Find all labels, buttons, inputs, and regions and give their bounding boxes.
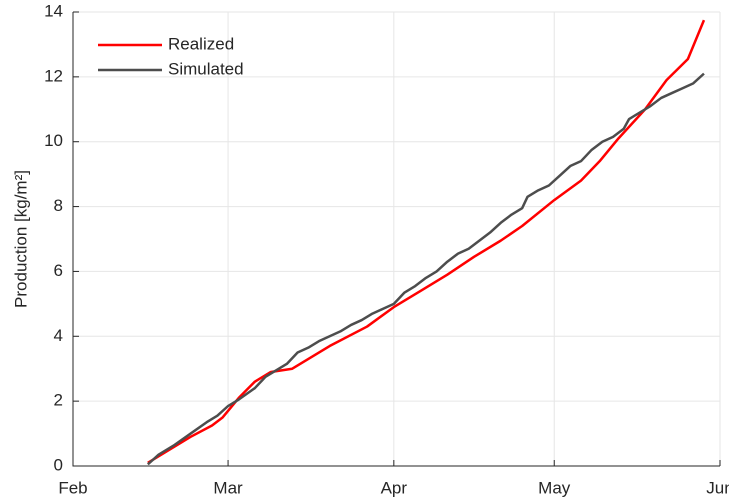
- y-tick-label: 12: [44, 66, 63, 85]
- y-tick-label: 10: [44, 131, 63, 150]
- x-tick-label: Feb: [58, 478, 87, 497]
- legend-label: Simulated: [168, 59, 244, 78]
- x-tick-label: Apr: [381, 478, 408, 497]
- y-tick-label: 4: [54, 326, 63, 345]
- y-axis-label: Production [kg/m²]: [11, 170, 30, 308]
- series-line: [147, 19, 706, 464]
- y-tick-label: 0: [54, 455, 63, 474]
- x-tick-label: May: [538, 478, 571, 497]
- x-tick-label: Mar: [213, 478, 243, 497]
- x-tick-label: Jun: [706, 478, 729, 497]
- legend-label: Realized: [168, 34, 234, 53]
- axis: [72, 12, 720, 467]
- y-tick-label: 2: [54, 391, 63, 410]
- y-tick-label: 6: [54, 261, 63, 280]
- y-tick-label: 8: [54, 196, 63, 215]
- series-line: [147, 72, 705, 466]
- y-tick-label: 14: [44, 1, 63, 20]
